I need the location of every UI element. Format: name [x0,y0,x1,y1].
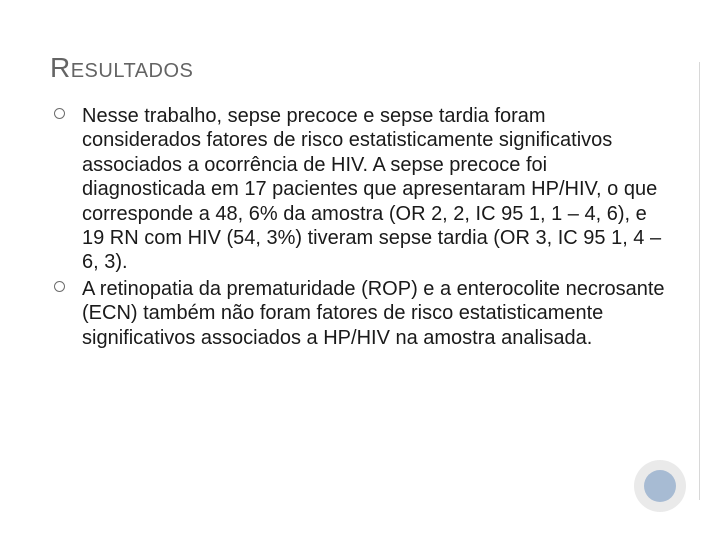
vertical-divider [699,62,700,500]
corner-decoration-icon [634,460,686,512]
bullet-text: Nesse trabalho, sepse precoce e sepse ta… [82,105,661,273]
list-item: A retinopatia da prematuridade (ROP) e a… [54,277,670,350]
bullet-text: A retinopatia da prematuridade (ROP) e a… [82,278,665,349]
slide-container: Resultados Nesse trabalho, sepse precoce… [0,0,720,540]
bullet-icon [54,108,65,119]
decoration-inner-circle [644,470,676,502]
slide-title: Resultados [50,52,670,84]
list-item: Nesse trabalho, sepse precoce e sepse ta… [54,104,670,275]
bullet-list: Nesse trabalho, sepse precoce e sepse ta… [50,104,670,350]
bullet-icon [54,281,65,292]
